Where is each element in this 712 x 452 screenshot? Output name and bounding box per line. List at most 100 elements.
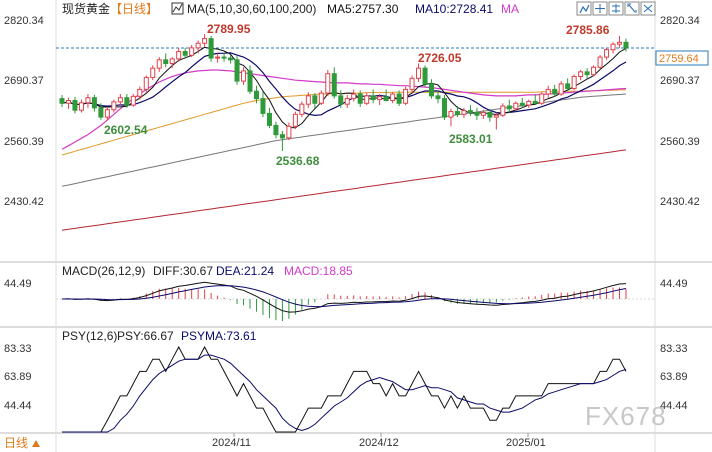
candle — [610, 42, 616, 54]
candle-body-up — [617, 41, 623, 45]
time-axis: 2024/11 2024/12 2025/01 — [212, 433, 546, 449]
triangle-up-icon — [32, 440, 40, 447]
crosshair-tool-icon[interactable] — [592, 1, 608, 16]
candle — [617, 35, 623, 48]
psyma-value: PSYMA:73.61 — [181, 329, 257, 343]
candle-body-down — [370, 95, 376, 101]
candle — [604, 47, 610, 60]
candle — [299, 101, 305, 118]
macd-diff: DIFF:30.67 — [153, 264, 213, 278]
candle — [571, 74, 577, 91]
psy-tick: 44.44 — [4, 400, 32, 412]
candle-body-down — [273, 124, 279, 136]
macd-axis: 44.49 44.49 — [4, 278, 688, 290]
candle-body-up — [65, 99, 71, 104]
candle-body-up — [344, 98, 350, 105]
candle-body-up — [558, 83, 564, 95]
candle — [435, 90, 441, 104]
time-label: 2024/12 — [359, 437, 399, 449]
price-tick: 2820.34 — [4, 15, 44, 27]
candle — [519, 97, 525, 108]
candle — [221, 53, 227, 62]
ma100-line — [61, 93, 627, 187]
candle — [584, 68, 590, 79]
candle-body-up — [195, 42, 201, 49]
price-tick: 2690.37 — [660, 75, 700, 87]
price-tick: 2430.42 — [660, 196, 700, 208]
candle-body-up — [591, 66, 597, 76]
macd-value: MACD:18.85 — [284, 264, 353, 278]
candle — [117, 94, 123, 106]
close-icon[interactable] — [640, 1, 656, 16]
annotation-high: 2785.86 — [566, 23, 610, 37]
candle — [279, 130, 285, 151]
candle — [78, 99, 84, 113]
candle — [150, 65, 156, 81]
candle — [241, 67, 247, 85]
candle-body-up — [292, 113, 298, 127]
candle — [578, 70, 584, 81]
candle-body-down — [59, 98, 65, 104]
candle-body-down — [552, 88, 558, 95]
candle — [493, 112, 499, 130]
candle-body-up — [150, 67, 156, 78]
candle — [65, 97, 71, 109]
candle — [286, 122, 292, 141]
candle-body-up — [130, 95, 136, 106]
candle — [124, 94, 130, 108]
candlesticks — [59, 34, 629, 151]
annotation-high: 2789.95 — [207, 22, 251, 36]
candle-body-down — [98, 107, 104, 118]
candle-body-down — [228, 57, 234, 61]
candle-body-down — [429, 83, 435, 97]
time-label: 2025/01 — [506, 437, 546, 449]
expand-icon[interactable] — [624, 1, 640, 16]
ma5-value: MA5:2757.30 — [327, 2, 399, 16]
candle — [325, 70, 331, 96]
time-label: 2024/11 — [212, 437, 251, 449]
ma200-line — [61, 149, 627, 231]
period-switch-label: 日线 — [4, 436, 28, 450]
candle-body-down — [467, 110, 473, 113]
ma10-line — [61, 52, 627, 117]
candle-body-down — [396, 93, 402, 104]
symbol-title: 现货黄金 — [62, 1, 110, 16]
candle — [539, 92, 545, 106]
psy-tick: 83.33 — [4, 343, 32, 355]
candle — [91, 94, 97, 112]
toolbar[interactable] — [576, 1, 656, 16]
candle — [377, 94, 383, 106]
candle-body-up — [526, 100, 532, 106]
psy-tick: 83.33 — [660, 343, 688, 355]
annotation-low: 2536.68 — [276, 154, 320, 168]
candle-body-down — [565, 83, 571, 89]
candle — [331, 67, 337, 99]
cursor-tool-icon[interactable] — [576, 1, 592, 16]
annotation-low: 2583.01 — [449, 132, 493, 146]
candle-body-down — [506, 105, 512, 110]
candle — [526, 99, 532, 108]
candle-body-up — [604, 49, 610, 58]
candle-body-down — [474, 111, 480, 116]
ma-more: MA — [501, 2, 519, 16]
zoom-tool-icon[interactable] — [608, 1, 624, 16]
candle-body-up — [202, 38, 208, 44]
candle-body-down — [487, 111, 493, 118]
candle — [208, 35, 214, 62]
candle — [234, 56, 240, 85]
price-tick: 2560.39 — [4, 136, 44, 148]
macd-dea: DEA:21.24 — [216, 264, 274, 278]
candle-body-down — [312, 95, 318, 104]
candle-body-up — [241, 70, 247, 82]
period-switch[interactable]: 日线 — [4, 436, 40, 450]
annotation-low: 2602.54 — [104, 123, 148, 137]
candle — [351, 89, 357, 102]
candle — [422, 65, 428, 87]
candle — [461, 107, 467, 119]
candle-body-up — [85, 97, 91, 104]
candle — [467, 105, 473, 117]
candle — [182, 47, 188, 59]
candle-body-up — [325, 73, 331, 94]
candle-body-up — [513, 102, 519, 110]
